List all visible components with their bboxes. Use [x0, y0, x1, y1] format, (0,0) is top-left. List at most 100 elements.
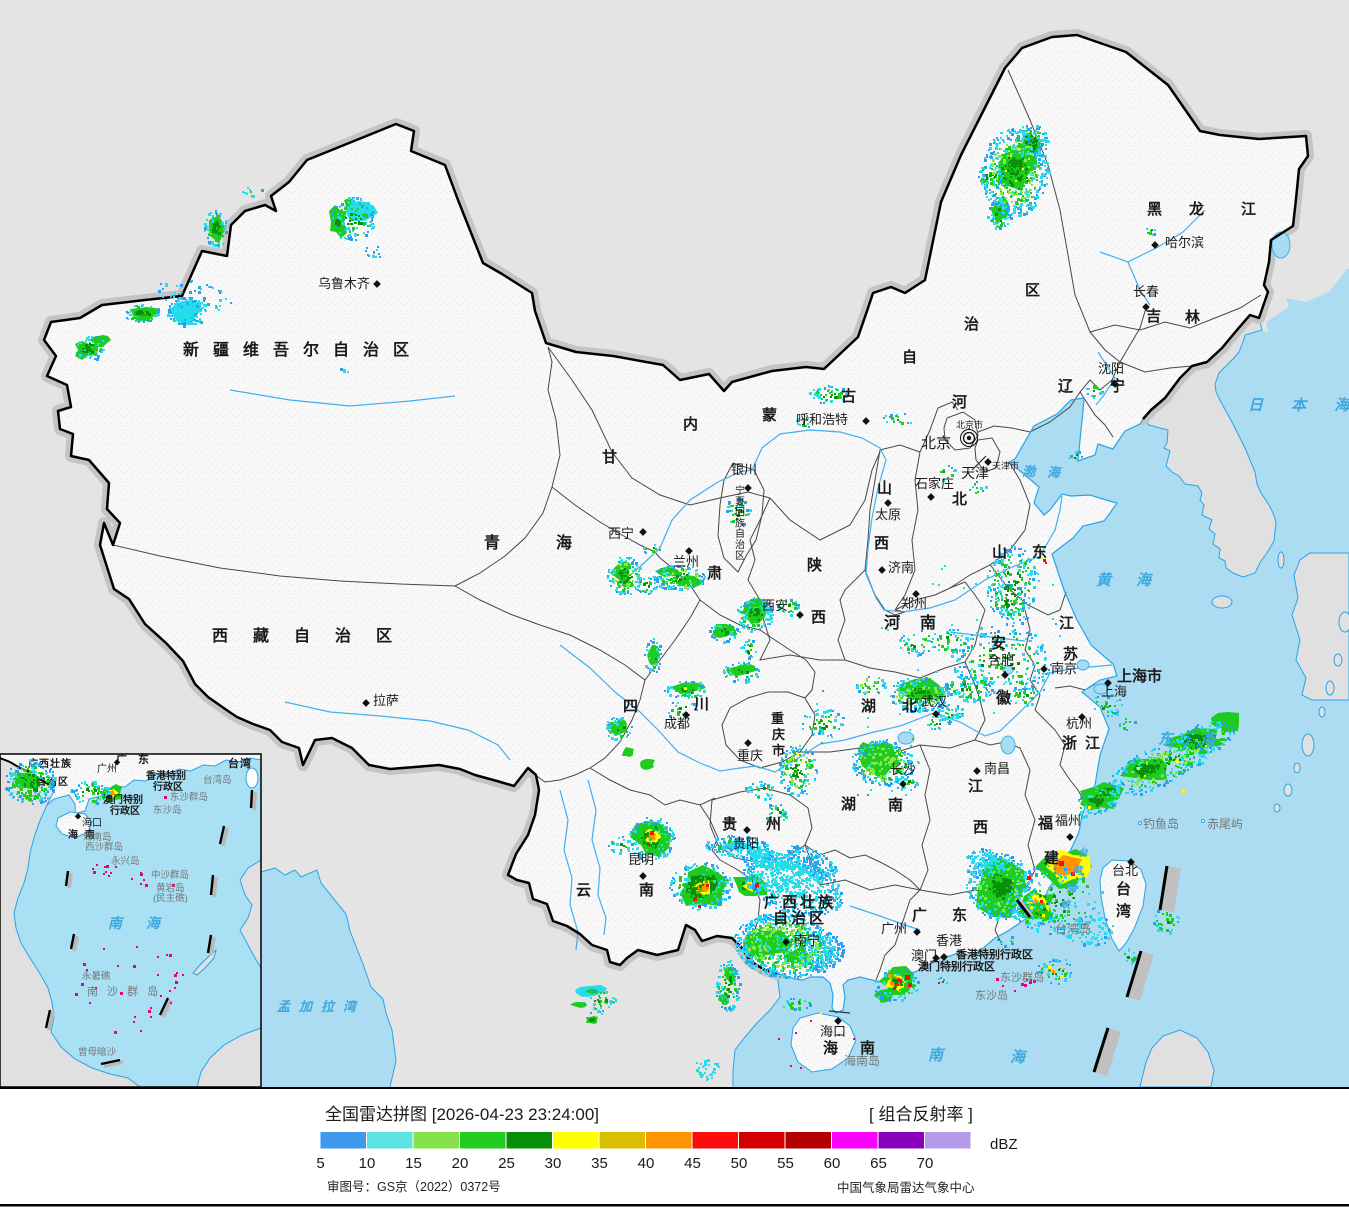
svg-text:中沙群岛: 中沙群岛 [151, 869, 189, 881]
svg-text:15: 15 [405, 1155, 422, 1172]
svg-text:黑: 黑 [1147, 201, 1162, 218]
svg-text:福州: 福州 [1055, 813, 1081, 828]
svg-text:郑州: 郑州 [901, 596, 927, 611]
svg-text:湖: 湖 [841, 796, 856, 813]
svg-text:肃: 肃 [707, 564, 722, 582]
svg-text:天津市: 天津市 [992, 460, 1019, 471]
svg-text:北: 北 [902, 698, 917, 715]
svg-text:海南岛: 海南岛 [83, 831, 112, 843]
svg-text:湾: 湾 [1072, 865, 1084, 877]
svg-text:东: 东 [1158, 730, 1175, 748]
svg-text:广州: 广州 [97, 763, 117, 775]
svg-text:龙: 龙 [1188, 200, 1204, 218]
svg-text:治: 治 [964, 315, 979, 333]
svg-text:黄岩岛: 黄岩岛 [156, 882, 185, 894]
svg-text:自: 自 [902, 348, 917, 366]
svg-text:辽: 辽 [1058, 378, 1073, 395]
svg-text:曾母暗沙: 曾母暗沙 [78, 1046, 117, 1058]
svg-text:吉: 吉 [1146, 307, 1161, 325]
svg-text:dBZ: dBZ [990, 1136, 1018, 1153]
svg-text:台: 台 [1078, 847, 1089, 859]
svg-text:日 本 海: 日 本 海 [1248, 397, 1349, 414]
svg-text:自治区: 自治区 [773, 909, 827, 927]
svg-text:甘: 甘 [602, 448, 617, 466]
svg-text:青: 青 [484, 533, 500, 552]
svg-text:东: 东 [952, 906, 967, 924]
svg-text:江: 江 [1241, 200, 1256, 218]
svg-text:海南岛: 海南岛 [844, 1053, 880, 1068]
svg-text:成都: 成都 [664, 716, 690, 731]
svg-text:兰州: 兰州 [673, 554, 699, 569]
svg-text:台湾岛: 台湾岛 [1055, 921, 1091, 936]
svg-text:澳门特别行政区: 澳门特别行政区 [918, 959, 995, 973]
svg-text:台湾: 台湾 [228, 756, 252, 770]
svg-text:50: 50 [731, 1155, 748, 1172]
svg-text:河: 河 [884, 613, 900, 632]
svg-text:60: 60 [824, 1155, 841, 1172]
svg-text:陕: 陕 [807, 556, 822, 574]
svg-text:全国雷达拼图 [2026-04-23 23:24:00]: 全国雷达拼图 [2026-04-23 23:24:00] [325, 1105, 599, 1124]
svg-text:上海市: 上海市 [1117, 667, 1162, 685]
svg-text:浙: 浙 [1062, 734, 1077, 752]
svg-text:广西壮族: 广西壮族 [764, 893, 836, 911]
svg-text:西宁: 西宁 [608, 526, 634, 541]
svg-text:银川: 银川 [731, 462, 757, 477]
svg-text:5: 5 [316, 1155, 324, 1172]
svg-text:南: 南 [888, 796, 903, 814]
svg-text:区: 区 [1025, 282, 1040, 299]
svg-text:宁: 宁 [1110, 377, 1125, 395]
svg-text:行政区: 行政区 [152, 780, 183, 793]
svg-text:安: 安 [991, 634, 1006, 652]
svg-text:夏: 夏 [735, 496, 745, 508]
svg-text:海口: 海口 [820, 1024, 846, 1039]
svg-text:台北: 台北 [1112, 863, 1138, 878]
svg-text:治: 治 [735, 538, 745, 551]
svg-text:东沙群岛: 东沙群岛 [170, 791, 208, 803]
svg-text:古: 古 [841, 387, 856, 405]
svg-text:东: 东 [1032, 543, 1047, 561]
svg-text:北: 北 [952, 491, 967, 508]
svg-text:湾: 湾 [1116, 902, 1131, 920]
svg-text:海: 海 [1200, 732, 1218, 749]
svg-text:广 东: 广 东 [116, 752, 153, 766]
svg-text:蒙: 蒙 [762, 406, 777, 424]
svg-text:北京: 北京 [921, 435, 951, 452]
svg-text:内: 内 [683, 415, 698, 433]
svg-text:南: 南 [860, 1039, 875, 1057]
svg-text:自: 自 [735, 527, 745, 540]
svg-text:海: 海 [1047, 465, 1062, 480]
svg-text:海: 海 [1066, 883, 1078, 895]
svg-text:澳门: 澳门 [911, 948, 937, 963]
svg-text:沈阳: 沈阳 [1098, 361, 1124, 376]
svg-text:海: 海 [1136, 572, 1154, 589]
svg-text:赤尾屿: 赤尾屿 [1207, 817, 1243, 831]
svg-text:澳门特别: 澳门特别 [103, 793, 143, 806]
svg-text:70: 70 [917, 1155, 934, 1172]
svg-text:香港特别: 香港特别 [146, 769, 186, 782]
svg-text:乌鲁木齐: 乌鲁木齐 [318, 276, 370, 291]
svg-text:孟加拉湾: 孟加拉湾 [277, 999, 365, 1014]
svg-text:贵阳: 贵阳 [733, 836, 759, 851]
svg-text:南京: 南京 [1051, 661, 1077, 676]
svg-text:海: 海 [823, 1039, 838, 1057]
svg-text:40: 40 [638, 1155, 655, 1172]
svg-text:拉萨: 拉萨 [373, 693, 399, 708]
svg-text:西: 西 [973, 819, 988, 836]
svg-text:海: 海 [1010, 1049, 1028, 1066]
svg-text:南宁: 南宁 [794, 933, 820, 948]
svg-text:渤: 渤 [1022, 464, 1037, 479]
svg-text:江: 江 [1059, 614, 1074, 632]
svg-text:55: 55 [777, 1155, 794, 1172]
svg-text:东沙群岛: 东沙群岛 [1000, 970, 1044, 984]
svg-text:苏: 苏 [1063, 645, 1078, 663]
svg-text:审图号：GS京（2022）0372号: 审图号：GS京（2022）0372号 [327, 1179, 501, 1194]
svg-text:香港特别行政区: 香港特别行政区 [955, 947, 1033, 961]
svg-text:州: 州 [765, 816, 781, 833]
svg-text:长春: 长春 [1133, 284, 1159, 299]
svg-text:长沙: 长沙 [890, 762, 916, 777]
svg-text:新疆维吾尔自治区: 新疆维吾尔自治区 [183, 340, 423, 359]
svg-text:山: 山 [992, 544, 1007, 561]
svg-text:回: 回 [735, 507, 745, 519]
svg-text:南: 南 [639, 881, 654, 899]
svg-text:川: 川 [693, 696, 709, 713]
